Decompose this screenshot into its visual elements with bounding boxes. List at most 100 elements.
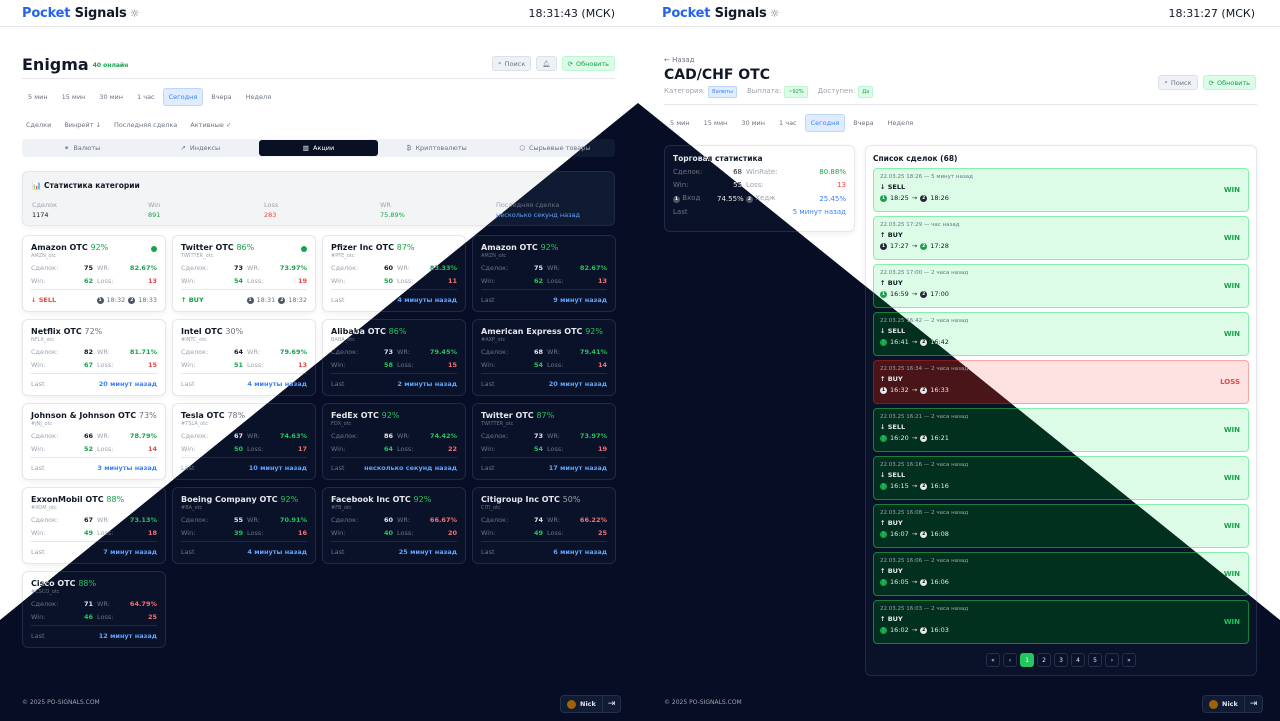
asset-title: Twitter OTC (481, 411, 534, 420)
category-tab[interactable]: ₿Криптовалюты (378, 140, 496, 156)
back-link[interactable]: ← Назад (664, 56, 695, 64)
period-tab[interactable]: 30 мин (99, 93, 124, 101)
last-deal-time: 9 минут назад (553, 296, 607, 304)
sort-option[interactable]: Активные ✓ (190, 121, 232, 129)
card-footer: Last 4 минуты назад (181, 541, 307, 556)
period-tab[interactable]: 5 мин (670, 119, 690, 127)
deal-direction: ↑ BUY (880, 519, 903, 527)
period-tab[interactable]: 30 мин (741, 119, 766, 127)
deals-count: 60 (383, 264, 393, 272)
last-deal-time: 4 минуты назад (397, 296, 457, 304)
refresh-button[interactable]: ⟳Обновить (1202, 75, 1256, 90)
asset-title: Netflix OTC (31, 327, 82, 336)
copyright: © 2025 PO-SIGNALS.COM (664, 699, 742, 706)
copyright: © 2025 PO-SIGNALS.COM (22, 699, 100, 706)
entry-time: 18:25 (890, 194, 909, 202)
page-button[interactable]: › (1105, 653, 1119, 667)
category-tab[interactable]: ▥Акции (259, 140, 378, 156)
last-deal-time: 10 минут назад (248, 464, 307, 472)
period-tab[interactable]: 15 мин (61, 93, 86, 101)
sort-option[interactable]: Винрейт ↓ (64, 121, 101, 129)
page-button[interactable]: ‹ (1003, 653, 1017, 667)
sort-option[interactable]: Последняя сделка (113, 121, 178, 129)
step-1-icon: 1 (880, 578, 887, 586)
page-button[interactable]: 5 (1088, 653, 1102, 667)
deals-count: 75 (533, 264, 543, 272)
user-profile-button[interactable]: Nick (1203, 696, 1245, 712)
divider (664, 104, 1257, 105)
asset-name: Tesla OTC 78% (181, 411, 307, 420)
page-button[interactable]: « (986, 653, 1000, 667)
refresh-button[interactable]: ⟳Обновить (561, 56, 615, 71)
label: Win: (31, 361, 46, 369)
category-tab[interactable]: ⚭Валюты (23, 140, 141, 156)
label: Loss: (397, 361, 414, 369)
logout-icon[interactable]: ⇥ (607, 699, 616, 709)
asset-symbol: AMZN_otc (481, 253, 507, 259)
win-count: 50 (233, 445, 243, 453)
search-button[interactable]: ⌕Поиск (492, 56, 532, 71)
asset-card[interactable]: Alibaba OTC 86%BABA_otcСделок:73WR:79.45… (322, 319, 466, 396)
period-tab[interactable]: Неделя (887, 119, 914, 127)
payout-percent: 92% (413, 495, 432, 504)
period-tab[interactable]: 15 мин (703, 119, 728, 127)
category-tab[interactable]: ↗Индексы (141, 140, 259, 156)
deal-direction: ↑ BUY (880, 375, 903, 383)
clock: 18:31:43 (МСК) (528, 7, 615, 20)
label: Сделок: (481, 516, 509, 524)
asset-title: FedEx OTC (331, 411, 379, 420)
entry-time: 16:59 (890, 290, 909, 298)
page-button[interactable]: 4 (1071, 653, 1085, 667)
page-button[interactable]: 2 (1037, 653, 1051, 667)
theme-toggle-icon[interactable]: ☼ (129, 7, 140, 20)
label: Win: (481, 529, 496, 537)
label: Сделок: (331, 264, 359, 272)
period-tab[interactable]: Сегодня (804, 114, 846, 132)
step-1-icon: 1 (880, 386, 887, 394)
stats-row: Сделок: 71 WR: 64.79% (31, 600, 157, 608)
logout-icon[interactable]: ⇥ (1249, 699, 1258, 709)
period-tab[interactable]: Сегодня (162, 88, 204, 106)
winrate: 73.97% (279, 264, 307, 272)
asset-title: Boeing Company OTC (181, 495, 278, 504)
theme-toggle-icon[interactable]: ☼ (769, 7, 780, 20)
period-tab[interactable]: Вчера (211, 93, 232, 101)
category-icon: ₿ (406, 144, 412, 152)
user-profile-button[interactable]: Nick (561, 696, 603, 712)
period-tab[interactable]: 5 мин (28, 93, 48, 101)
period-tab[interactable]: Неделя (245, 93, 272, 101)
brand-logo[interactable]: Pocket Signals☼ (22, 6, 140, 21)
period-tab[interactable]: 1 час (779, 119, 797, 127)
page-button[interactable]: 3 (1054, 653, 1068, 667)
category-tab[interactable]: ⬡ Сырьевые товары (496, 140, 614, 156)
notifications-button[interactable]: 🔔︎ (536, 56, 557, 71)
page-button[interactable]: » (1122, 653, 1136, 667)
stats-row: Сделок: 68 WR: 79.41% (481, 348, 607, 356)
sort-option[interactable]: Сделки (26, 121, 52, 129)
period-tab[interactable]: 1 час (137, 93, 155, 101)
page-button[interactable]: 1 (1020, 653, 1034, 667)
search-button[interactable]: ⌕Поиск (1158, 75, 1198, 90)
period-tab[interactable]: Вчера (853, 119, 874, 127)
winrate: 79.45% (429, 348, 457, 356)
brand-logo[interactable]: Pocket Signals☼ (662, 6, 780, 21)
card-footer: Last несколько секунд назад (331, 457, 457, 472)
